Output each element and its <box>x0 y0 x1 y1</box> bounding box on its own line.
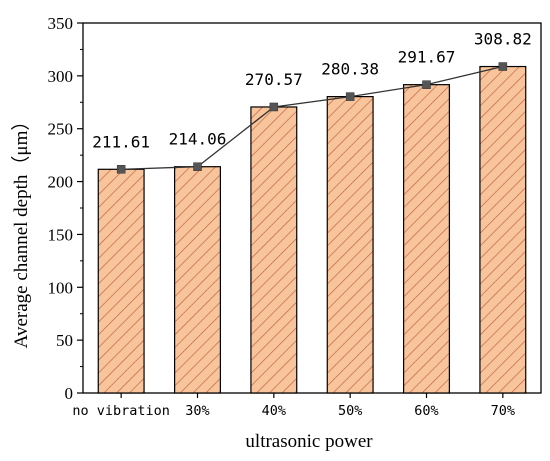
bar <box>479 65 527 394</box>
data-label: 270.57 <box>245 70 303 89</box>
x-tick-label: 70% <box>491 403 515 419</box>
x-axis-title: ultrasonic power <box>245 431 373 452</box>
y-tick-label: 150 <box>48 225 74 244</box>
data-point <box>345 92 355 101</box>
bar <box>250 106 298 394</box>
bar <box>174 166 222 394</box>
series-line <box>121 65 503 170</box>
data-point <box>193 162 202 171</box>
y-tick-label: 0 <box>65 384 74 403</box>
x-tick-label: no vibration <box>72 403 170 419</box>
data-label: 280.38 <box>321 60 379 79</box>
data-label: 211.61 <box>92 132 150 151</box>
bar <box>326 95 374 394</box>
data-point <box>498 62 508 71</box>
y-tick-label: 100 <box>48 278 74 297</box>
y-tick-label: 350 <box>48 14 74 33</box>
bar <box>97 168 145 394</box>
data-point <box>422 80 431 89</box>
bar <box>403 84 451 394</box>
data-label: 214.06 <box>169 130 227 149</box>
y-tick-label: 300 <box>48 67 74 86</box>
y-axis-title: Average channel depth（μm） <box>10 112 32 349</box>
plot-area: 0 50 100 150 200 250 300 350 no vibration 30% 40% 5… <box>48 14 542 419</box>
x-tick-label: 40% <box>262 403 286 419</box>
x-tick-label: 50% <box>338 403 362 419</box>
data-label: 308.82 <box>474 30 532 49</box>
y-tick-label: 250 <box>48 120 74 139</box>
x-tick-label: 30% <box>185 403 209 419</box>
data-label: 291.67 <box>398 48 456 67</box>
y-tick-label: 200 <box>48 173 74 192</box>
x-tick-label: 60% <box>414 403 438 419</box>
data-point <box>116 165 126 174</box>
y-tick-label: 50 <box>56 331 73 350</box>
plot-frame <box>82 22 542 394</box>
data-point <box>269 102 279 112</box>
